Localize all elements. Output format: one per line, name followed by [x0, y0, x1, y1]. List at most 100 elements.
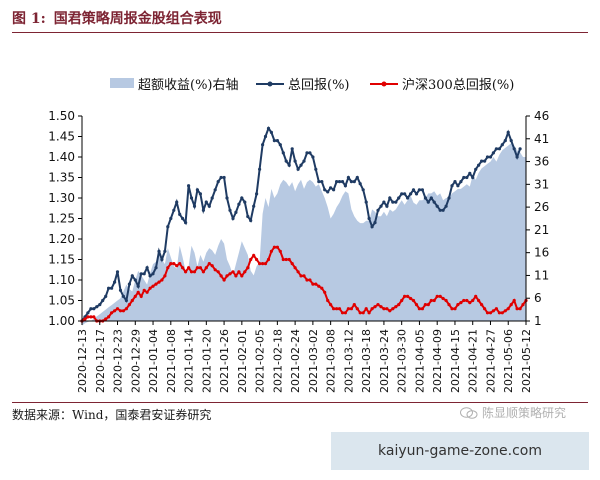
series-line-total-return-point: [222, 175, 226, 180]
y-right-tick-label: 1: [534, 314, 542, 328]
series-line-total-return-point: [249, 218, 253, 223]
series-line-csi300-return-point: [518, 307, 522, 311]
series-line-total-return-point: [305, 151, 309, 155]
series-line-csi300-return-point: [385, 307, 389, 311]
series-line-csi300-return-point: [429, 298, 433, 303]
series-line-csi300-return-point: [222, 278, 226, 282]
series-line-total-return-point: [411, 188, 416, 192]
series-line-csi300-return-point: [216, 270, 220, 274]
y-right-tick-label: 26: [534, 200, 549, 214]
series-line-total-return-point: [335, 180, 339, 184]
data-source: 数据来源：Wind，国泰君安证券研究: [12, 408, 212, 422]
series-line-csi300-return-point: [243, 270, 247, 274]
series-line-total-return-point: [346, 175, 350, 180]
series-line-total-return-point: [187, 184, 191, 188]
series-line-csi300-return-point: [343, 311, 347, 315]
series-line-total-return-point: [299, 163, 303, 167]
series-line-total-return-point: [332, 188, 336, 192]
series-line-csi300-return-point: [198, 266, 202, 270]
series-line-csi300-return-point: [113, 309, 117, 313]
series-line-csi300-return-point: [409, 296, 413, 301]
series-line-csi300-return-point: [320, 286, 324, 290]
series-line-csi300-return-point: [169, 262, 173, 266]
series-line-csi300-return-point: [468, 301, 472, 305]
series-line-csi300-return-point: [314, 282, 318, 286]
legend-label: 超额收益(%)右轴: [138, 78, 239, 93]
series-line-total-return-point: [491, 151, 495, 155]
legend-marker: [267, 81, 273, 87]
x-tick-label: 2021-03-08: [325, 329, 338, 393]
series-line-total-return-point: [148, 274, 152, 278]
series-line-csi300-return-point: [346, 307, 350, 311]
series-line-csi300-return-point: [497, 311, 501, 315]
series-line-total-return-point: [172, 208, 176, 212]
series-line-total-return-point: [343, 184, 347, 188]
series-line-total-return-point: [86, 311, 90, 315]
series-line-csi300-return-point: [506, 307, 510, 311]
y-right-tick-label: 21: [534, 223, 549, 237]
series-line-total-return-point: [494, 147, 498, 151]
series-line-csi300-return-point: [417, 307, 421, 311]
plot-area: [80, 126, 528, 326]
series-line-total-return-point: [450, 184, 454, 188]
series-line-csi300-return-point: [287, 257, 291, 262]
series-line-total-return-point: [406, 196, 410, 200]
series-line-csi300-return-point: [252, 253, 256, 257]
x-tick-label: 2021-03-24: [378, 329, 391, 393]
series-line-csi300-return-point: [124, 307, 128, 311]
series-line-total-return-point: [192, 204, 197, 208]
series-line-csi300-return-point: [432, 298, 436, 303]
y-left-tick-label: 1.25: [48, 212, 75, 226]
series-line-csi300-return-point: [397, 303, 401, 307]
series-line-csi300-return-point: [136, 290, 140, 294]
legend-label: 沪深300总回报(%): [402, 77, 514, 93]
series-line-csi300-return-point: [394, 305, 398, 309]
x-tick-label: 2021-03-02: [307, 329, 320, 393]
series-line-csi300-return-point: [462, 298, 466, 303]
series-line-total-return-point: [157, 249, 161, 253]
x-tick-label: 2020-12-29: [129, 329, 142, 393]
series-line-csi300-return-point: [512, 298, 516, 303]
series-line-total-return-point: [352, 180, 356, 184]
series-line-total-return-point: [302, 159, 306, 163]
series-line-total-return-point: [394, 200, 398, 204]
x-tick-label: 2021-05-06: [502, 329, 515, 393]
series-line-total-return-point: [311, 155, 315, 159]
series-line-csi300-return-point: [281, 257, 285, 262]
series-line-total-return-point: [145, 266, 149, 270]
y-right-tick-label: 6: [534, 291, 542, 305]
series-line-total-return-point: [234, 210, 238, 214]
series-line-total-return-point: [198, 192, 202, 196]
series-line-total-return-point: [104, 294, 108, 298]
series-line-total-return-point: [237, 202, 241, 206]
series-line-total-return-point: [459, 180, 463, 184]
series-line-csi300-return-point: [110, 311, 114, 315]
series-line-total-return-point: [403, 192, 407, 196]
series-line-total-return-point: [261, 143, 265, 147]
series-line-total-return-point: [329, 186, 333, 190]
series-line-total-return-point: [154, 266, 158, 270]
y-right-tick-label: 31: [534, 177, 549, 191]
x-tick-label: 2020-12-23: [112, 329, 125, 393]
y-left-tick-label: 1.45: [48, 130, 75, 144]
series-line-csi300-return-point: [154, 282, 158, 286]
series-line-total-return-point: [323, 188, 327, 192]
series-line-total-return-point: [213, 188, 217, 192]
series-area-excess-return: [82, 143, 526, 326]
figure-title: 国君策略周报金股组合表现: [53, 11, 222, 27]
series-line-total-return-point: [509, 139, 513, 143]
series-line-total-return-point: [391, 200, 395, 204]
series-line-total-return-point: [397, 196, 401, 200]
series-line-total-return-point: [151, 272, 155, 276]
y-right-tick-label: 46: [534, 109, 549, 123]
legend-label: 总回报(%): [288, 78, 350, 93]
x-tick-label: 2021-02-18: [271, 329, 284, 393]
y-right-tick-label: 11: [534, 268, 549, 282]
series-line-total-return-point: [417, 188, 421, 192]
series-line-csi300-return-point: [400, 298, 404, 303]
series-line-csi300-return-point: [447, 303, 451, 307]
x-tick-label: 2021-02-05: [254, 329, 267, 393]
series-line-csi300-return-point: [148, 286, 152, 290]
series-line-csi300-return-point: [335, 307, 339, 311]
series-line-total-return-point: [275, 139, 279, 143]
